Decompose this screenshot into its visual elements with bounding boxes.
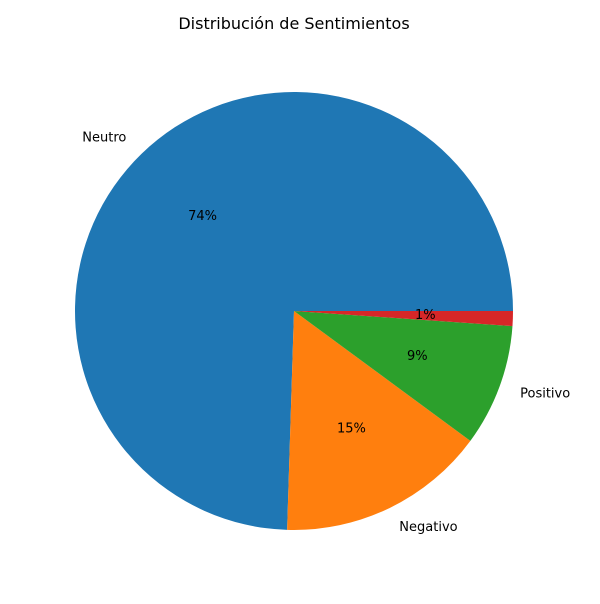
pie-slice-unlabeled-3 <box>294 311 513 327</box>
pct-label-unlabeled-3: 1% <box>415 308 436 323</box>
slice-label-negativo: Negativo <box>399 520 457 535</box>
pct-label-positivo: 9% <box>407 349 428 364</box>
pie-slice-negativo <box>287 311 471 530</box>
slice-label-neutro: Neutro <box>82 131 126 146</box>
slice-label-positivo: Positivo <box>520 387 570 402</box>
pie-slices <box>74 91 514 530</box>
chart-title: Distribución de Sentimientos <box>178 14 409 33</box>
pct-label-negativo: 15% <box>337 422 366 437</box>
pie-slice-positivo <box>294 311 513 441</box>
pct-label-neutro: 74% <box>188 209 217 224</box>
pie-slice-neutro <box>74 91 514 530</box>
pie-labels: Neutro 74% Negativo 15% Positivo 9% 1% <box>82 131 570 536</box>
